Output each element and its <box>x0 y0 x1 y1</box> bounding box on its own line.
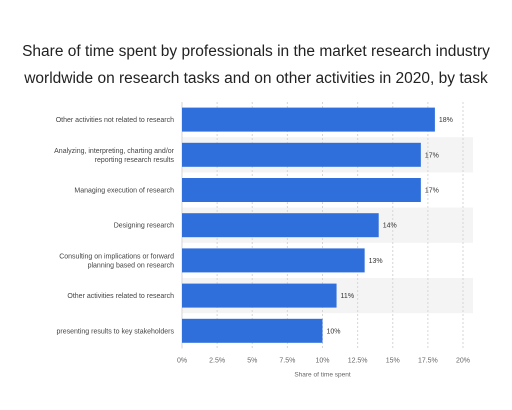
value-label: 11% <box>341 293 355 300</box>
value-labels: 18% 17% 17% 14% 13% 11% 10% <box>327 117 453 335</box>
chart-title-line-1: Share of time spent by professionals in … <box>22 43 490 60</box>
category-labels: Other activities not related to research… <box>54 117 175 335</box>
bar <box>182 107 435 132</box>
value-label: 13% <box>369 258 383 265</box>
value-label: 10% <box>327 328 341 335</box>
category-label: Analyzing, interpreting, charting and/or… <box>54 148 175 164</box>
x-tick-label: 10% <box>315 357 329 364</box>
x-axis-label: Share of time spent <box>294 371 351 378</box>
value-label: 14% <box>383 223 397 230</box>
category-label: presenting results to key stakeholders <box>56 328 174 335</box>
bar <box>182 142 421 167</box>
category-label: Consulting on implications or forward pla… <box>59 253 174 269</box>
category-label: Managing execution of research <box>74 188 174 195</box>
x-tick-label: 20% <box>456 357 470 364</box>
category-label: Other activities not related to research <box>56 117 174 124</box>
chart-title-line-2: worldwide on research tasks and on other… <box>24 70 488 87</box>
bar <box>182 318 323 343</box>
value-label: 18% <box>439 117 453 124</box>
category-label-line: Other activities not related to research <box>56 117 174 124</box>
category-label-line: Other activities related to research <box>67 293 174 300</box>
x-tick-label: 12.5% <box>348 357 368 364</box>
category-label: Designing research <box>114 223 174 230</box>
category-label-line: Designing research <box>114 223 174 230</box>
category-label-line: presenting results to key stakeholders <box>56 328 174 335</box>
category-label-line: reporting research results <box>95 157 175 164</box>
x-tick-label: 17.5% <box>418 357 438 364</box>
category-label: Other activities related to research <box>67 293 174 300</box>
value-label: 17% <box>425 188 439 195</box>
category-label-line: Managing execution of research <box>74 188 174 195</box>
bar <box>182 178 421 202</box>
x-tick-label: 5% <box>247 357 257 364</box>
x-tick-labels: 0% 2.5% 5% 7.5% 10% 12.5% 15% 17.5% 20% <box>177 357 470 364</box>
category-label-line: Consulting on implications or forward <box>59 253 174 260</box>
bar <box>182 283 337 308</box>
x-tick-label: 0% <box>177 357 187 364</box>
value-label: 17% <box>425 152 439 159</box>
category-label-line: planning based on research <box>88 262 175 269</box>
category-label-line: Analyzing, interpreting, charting and/or <box>54 148 175 155</box>
x-tick-label: 15% <box>386 357 400 364</box>
bar <box>182 213 379 238</box>
bar <box>182 248 365 273</box>
x-tick-label: 7.5% <box>279 357 295 364</box>
x-tick-label: 2.5% <box>209 357 225 364</box>
chart-title: Share of time spent by professionals in … <box>0 38 512 92</box>
bars <box>182 107 435 343</box>
